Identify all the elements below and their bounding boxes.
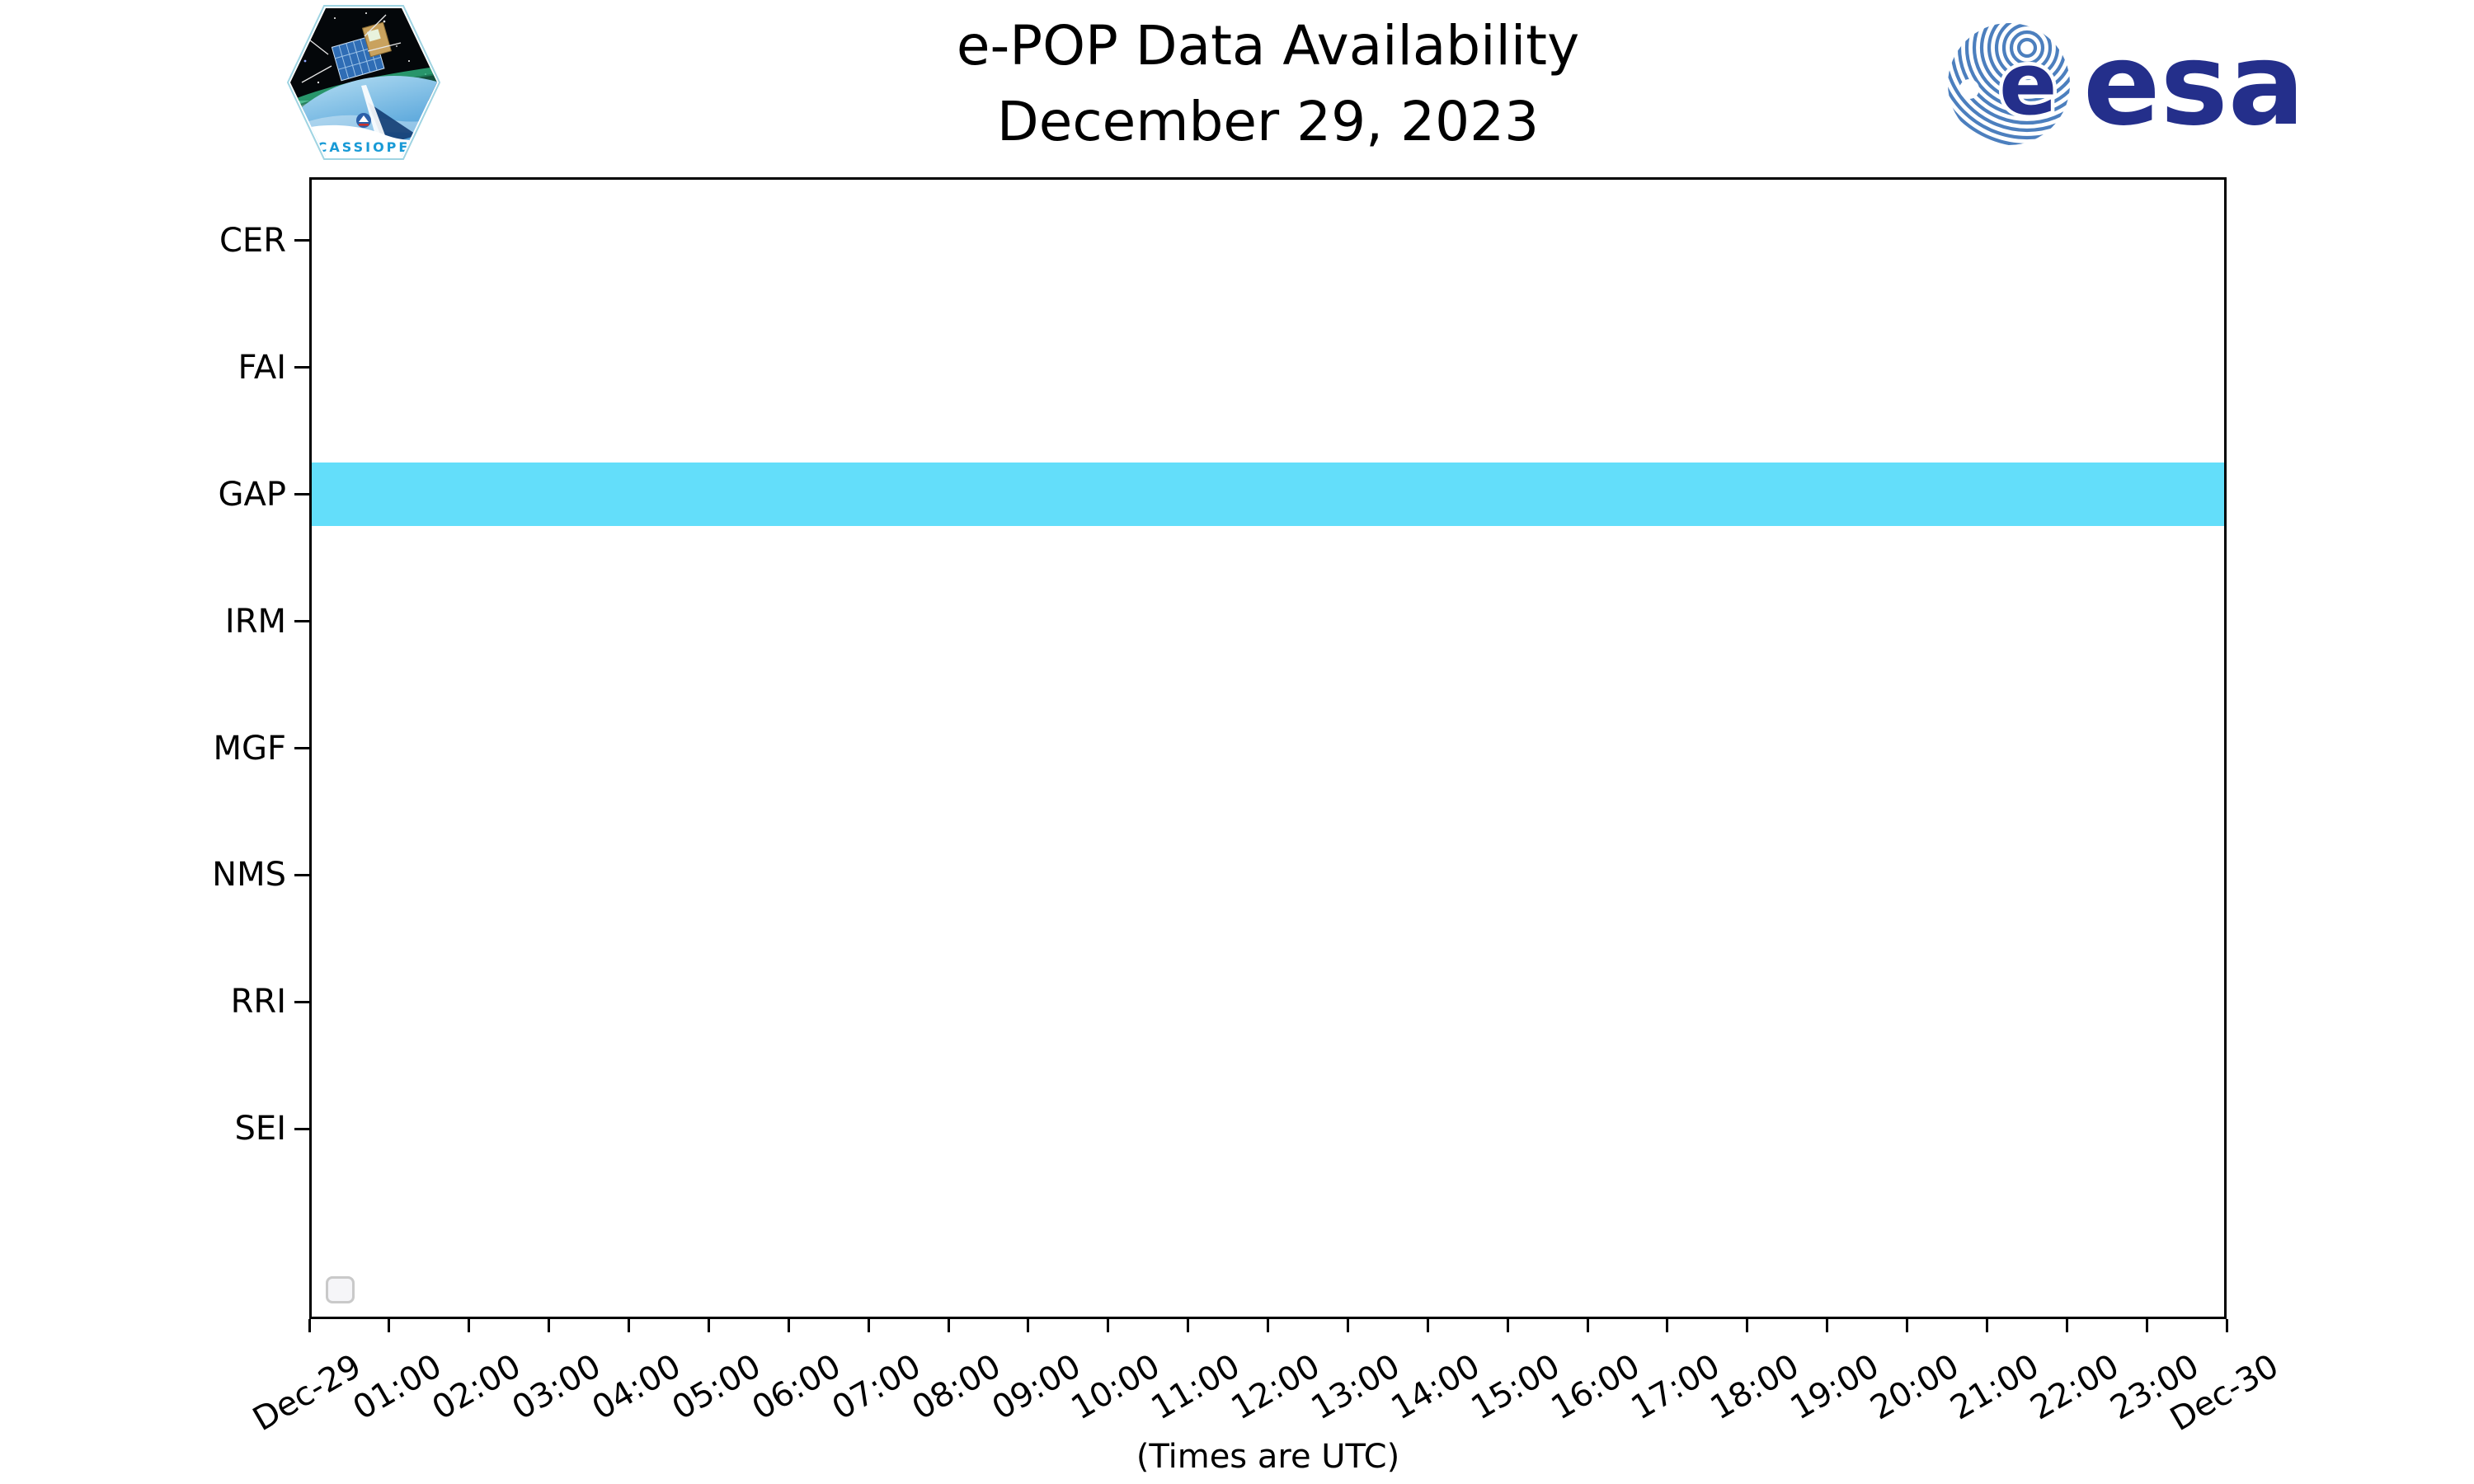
x-tick-label-1100: 11:00 <box>1145 1347 1247 1428</box>
x-tick-16 <box>1586 1319 1589 1332</box>
x-tick-24 <box>2225 1319 2228 1332</box>
x-tick-4 <box>628 1319 630 1332</box>
y-tick-label-gap: GAP <box>218 475 286 514</box>
x-tick-15 <box>1506 1319 1509 1332</box>
y-tick-fai <box>294 366 309 369</box>
x-tick-12 <box>1267 1319 1269 1332</box>
x-tick-0 <box>308 1319 311 1332</box>
esa-globe-dot <box>1959 79 1979 99</box>
y-tick-label-mgf: MGF <box>213 729 286 768</box>
x-tick-label-0100: 01:00 <box>346 1347 448 1428</box>
patch-agency-emblem <box>356 113 371 128</box>
x-tick-label-0900: 09:00 <box>985 1347 1087 1428</box>
x-tick-13 <box>1346 1319 1349 1332</box>
x-tick-label-2200: 22:00 <box>2024 1347 2126 1428</box>
esa-logo: e esa <box>1948 18 2305 151</box>
patch-banner <box>290 124 437 157</box>
x-tick-label-0200: 02:00 <box>426 1347 528 1428</box>
x-tick-label-2100: 21:00 <box>1944 1347 2046 1428</box>
x-tick-11 <box>1187 1319 1190 1332</box>
patch-cassiope-text: CASSIOPE <box>317 139 411 155</box>
x-tick-label-0700: 07:00 <box>825 1347 928 1428</box>
y-tick-cer <box>294 239 309 242</box>
chart-title: e-POP Data Availability <box>956 14 1580 77</box>
x-tick-9 <box>1027 1319 1030 1332</box>
legend-placeholder-box <box>326 1276 355 1303</box>
y-tick-nms <box>294 873 309 876</box>
patch-beam <box>361 85 388 143</box>
x-tick-label-0400: 04:00 <box>586 1347 688 1428</box>
esa-globe-icon: e <box>1948 23 2070 145</box>
x-tick-label-1900: 19:00 <box>1784 1347 1886 1428</box>
x-tick-18 <box>1746 1319 1749 1332</box>
x-tick-2 <box>468 1319 471 1332</box>
y-tick-label-sei: SEI <box>234 1110 286 1148</box>
x-axis-note: (Times are UTC) <box>1136 1438 1400 1476</box>
x-tick-1 <box>388 1319 391 1332</box>
patch-earth <box>290 76 437 157</box>
x-tick-label-0300: 03:00 <box>506 1347 608 1428</box>
x-tick-label-1200: 12:00 <box>1225 1347 1327 1428</box>
y-tick-gap <box>294 493 309 496</box>
x-tick-label-1400: 14:00 <box>1385 1347 1487 1428</box>
x-tick-label-0600: 06:00 <box>745 1347 848 1428</box>
x-tick-label-1500: 15:00 <box>1465 1347 1567 1428</box>
x-tick-23 <box>2145 1319 2148 1332</box>
x-tick-label-0800: 08:00 <box>905 1347 1007 1428</box>
x-tick-label-1600: 16:00 <box>1545 1347 1646 1428</box>
patch-satellite <box>298 14 402 83</box>
y-tick-label-rri: RRI <box>230 983 286 1021</box>
x-tick-20 <box>1906 1319 1908 1332</box>
y-tick-label-cer: CER <box>219 221 286 260</box>
x-tick-label-2000: 20:00 <box>1864 1347 1966 1428</box>
x-tick-label-1000: 10:00 <box>1065 1347 1167 1428</box>
x-tick-label-1300: 13:00 <box>1305 1347 1407 1428</box>
y-tick-label-fai: FAI <box>238 348 287 387</box>
y-tick-rri <box>294 1000 309 1003</box>
plot-area <box>309 177 2227 1319</box>
x-tick-14 <box>1426 1319 1429 1332</box>
x-tick-7 <box>867 1319 870 1332</box>
availability-bar-gap <box>312 463 2224 527</box>
esa-globe-e: e <box>1999 34 2058 134</box>
x-tick-label-1800: 18:00 <box>1704 1347 1806 1428</box>
y-tick-mgf <box>294 747 309 749</box>
x-tick-19 <box>1826 1319 1829 1332</box>
x-tick-5 <box>707 1319 710 1332</box>
x-tick-6 <box>787 1319 790 1332</box>
chart-title-block: e-POP Data Availability December 29, 202… <box>309 8 2227 160</box>
x-tick-10 <box>1107 1319 1110 1332</box>
patch-antennas <box>298 14 402 83</box>
y-tick-sei <box>294 1127 309 1130</box>
x-tick-21 <box>1985 1319 1988 1332</box>
x-tick-22 <box>2065 1319 2068 1332</box>
chart-subtitle: December 29, 2023 <box>996 90 1540 153</box>
y-tick-label-nms: NMS <box>212 856 286 895</box>
y-tick-label-irm: IRM <box>224 602 286 641</box>
x-tick-label-0500: 05:00 <box>666 1347 768 1428</box>
x-tick-3 <box>548 1319 551 1332</box>
y-tick-irm <box>294 620 309 623</box>
cassiope-mission-patch: CASSIOPE <box>286 5 441 160</box>
x-tick-8 <box>947 1319 950 1332</box>
x-tick-label-1700: 17:00 <box>1625 1347 1726 1428</box>
x-tick-17 <box>1666 1319 1669 1332</box>
esa-wordmark: esa <box>2083 18 2305 151</box>
